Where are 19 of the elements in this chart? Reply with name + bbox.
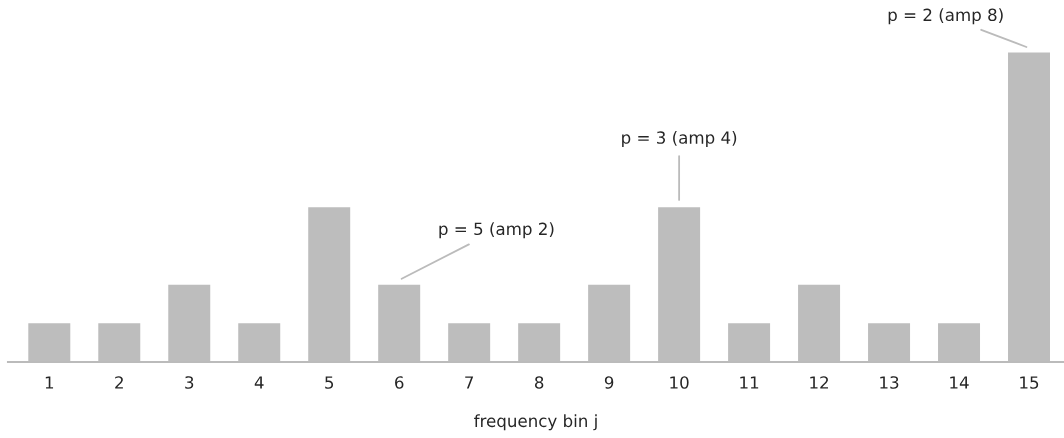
x-tick-label: 10	[670, 376, 689, 389]
x-tick-label: 7	[465, 376, 474, 389]
x-tick-label: 14	[950, 376, 969, 389]
x-axis-title: frequency bin j	[474, 414, 597, 431]
x-tick-label: 2	[115, 376, 123, 389]
x-tick-label: 3	[185, 376, 194, 389]
x-tick-label: 8	[534, 376, 544, 389]
annotation: p = 2 (amp 8)	[888, 8, 1003, 25]
x-tick-label: 13	[880, 376, 899, 389]
x-tick-label: 9	[604, 376, 614, 389]
annotation: p = 3 (amp 4)	[622, 130, 737, 148]
x-tick-label: 12	[810, 376, 828, 389]
annotation: p = 5 (amp 2)	[439, 222, 554, 239]
x-tick-label: 4	[254, 376, 264, 389]
x-tick-label: 11	[740, 376, 759, 389]
x-tick-label: 15	[1020, 376, 1039, 389]
x-tick-label: 6	[395, 376, 404, 389]
x-tick-label: 1	[45, 376, 54, 389]
x-tick-label: 5	[325, 376, 334, 389]
